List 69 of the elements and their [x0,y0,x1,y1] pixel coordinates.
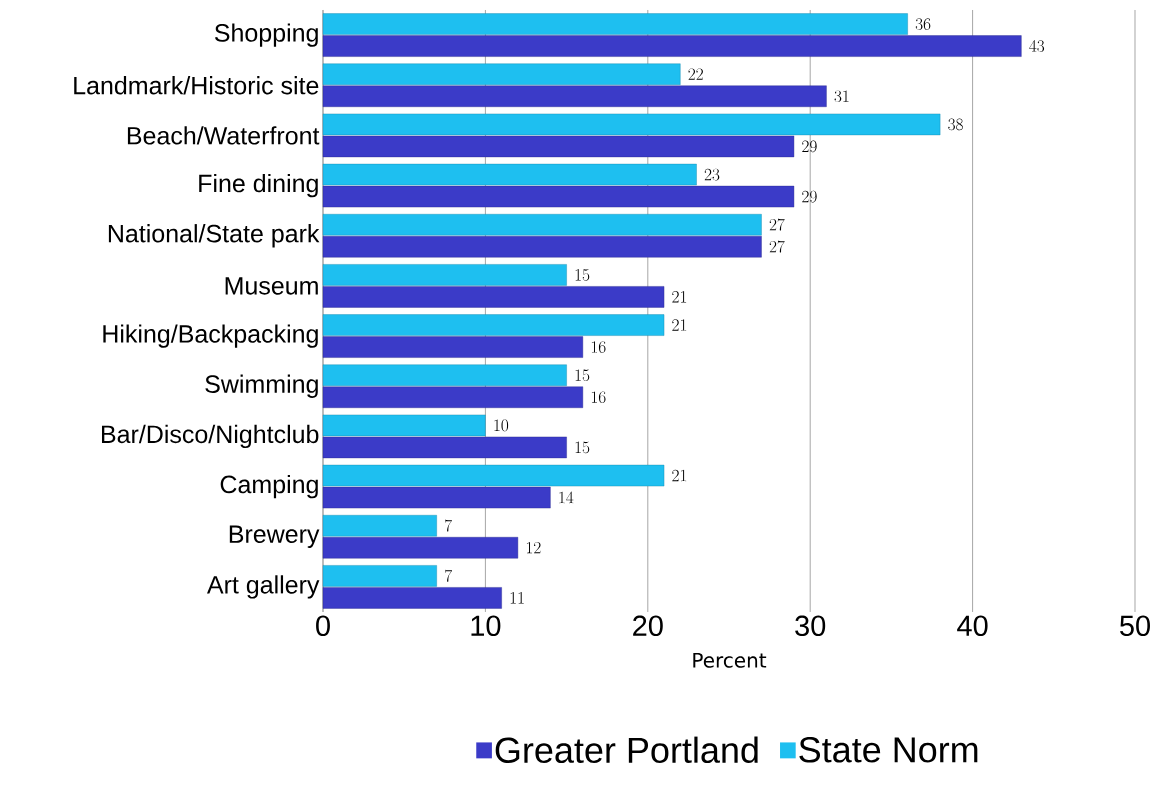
data-label: 7 [445,519,453,532]
bar [322,565,437,587]
data-label: 22 [688,68,703,80]
data-label: 7 [445,569,453,582]
bar [322,486,551,509]
bar [322,364,567,386]
bar [322,336,584,358]
bar [322,113,941,136]
y-tick-label: Brewery [229,525,320,548]
data-label: 10 [494,419,509,432]
data-label: 36 [915,18,931,30]
data-label: 29 [802,140,817,153]
y-tick-label: Fine dining [199,173,318,198]
data-label: 43 [1029,40,1045,52]
bar [322,135,795,158]
bar [322,13,908,35]
data-label: 15 [575,369,590,382]
x-tick-label: 50 [1120,615,1150,637]
data-label: 27 [769,240,785,253]
data-label: 21 [672,469,687,482]
data-label: 11 [510,592,524,604]
data-label: 16 [591,341,606,353]
x-tick-label: 40 [957,615,988,637]
bar [322,436,567,459]
data-label: 14 [559,491,574,504]
bar [322,264,567,286]
x-tick-label: 10 [471,615,501,637]
data-label: 27 [769,218,785,231]
x-tick-label: 0 [316,615,330,637]
data-label: 15 [575,441,590,454]
y-tick-label: Camping [220,474,318,499]
bar [322,163,697,186]
data-label: 21 [672,291,687,303]
y-tick-label: Art gallery [206,575,320,599]
bar [322,587,502,609]
x-tick-label: 20 [633,615,663,637]
bar [322,515,437,537]
data-label: 31 [834,90,849,103]
bar [322,386,584,408]
bar [322,185,795,208]
data-label: 15 [575,269,590,281]
bar [322,85,827,107]
bar [322,464,665,487]
y-tick-label: Landmark/Historic site [74,76,319,95]
y-tick-label: Swimming [205,374,318,398]
bar [322,214,762,236]
data-label: 29 [802,190,817,203]
y-tick-label: National/State park [108,224,320,248]
legend-label: State Norm [799,737,978,763]
data-label: 16 [591,391,606,404]
bar [322,35,1022,57]
bar [322,63,681,85]
bar [322,286,665,308]
bar [322,537,519,559]
y-tick-label: Beach/Waterfront [127,126,320,145]
data-label: 12 [526,541,541,554]
bar [322,236,762,258]
y-tick-label: Bar/Disco/Nightclub [102,424,319,449]
x-axis-title: Percent [693,652,767,668]
data-label: 23 [704,168,720,181]
bar [322,314,665,336]
data-label: 21 [672,319,687,331]
y-tick-label: Hiking/Backpacking [103,324,318,348]
bar [322,414,486,437]
legend-label: Greater Portland [495,736,758,764]
y-tick-label: Museum [225,277,318,295]
y-tick-label: Shopping [214,23,318,47]
data-label: 38 [948,118,963,131]
x-tick-label: 30 [795,615,826,637]
